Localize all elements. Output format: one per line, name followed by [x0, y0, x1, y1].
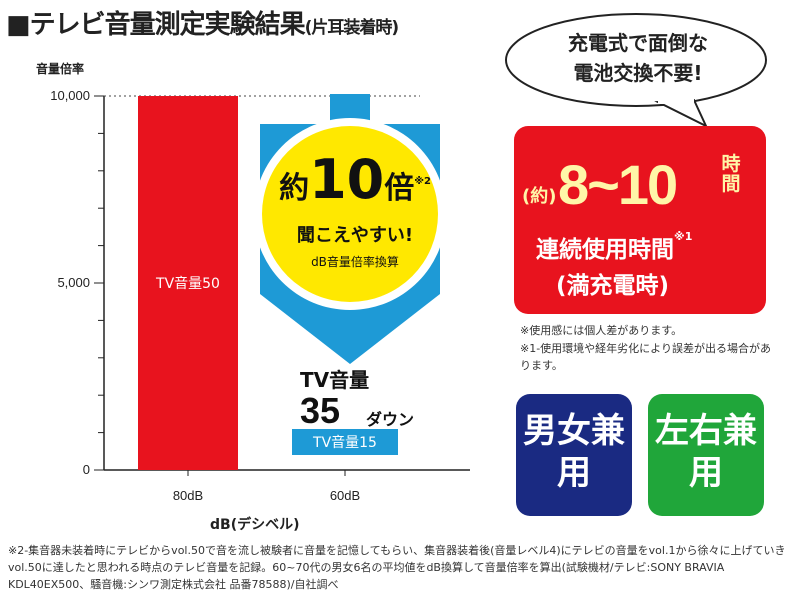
- page-title: ■テレビ音量測定実験結果(片耳装着時): [6, 4, 400, 41]
- down-label: TV音量: [300, 368, 370, 392]
- title-main: ■テレビ音量測定実験結果: [6, 10, 306, 40]
- battery-continuous: 連続使用時間※1: [536, 230, 692, 264]
- bar-label-80db: TV音量50: [155, 275, 220, 292]
- y-tick-label: 10,000: [50, 88, 90, 103]
- circle-sup: ※2: [414, 176, 431, 187]
- circle-multiplier: 約10倍※2: [255, 150, 455, 219]
- bar-label-60db: TV音量15: [312, 434, 377, 451]
- speech-line1: 充電式で面倒な: [568, 31, 708, 55]
- x-tick-label: 80dB: [173, 488, 203, 500]
- circle-post: 倍: [384, 171, 415, 206]
- circle-line3: dB音量倍率換算: [311, 255, 399, 269]
- title-sub: (片耳装着時): [304, 18, 400, 38]
- speech-tail-mask: [658, 96, 694, 104]
- circle-number: 10: [309, 148, 385, 211]
- bar-60db: [292, 429, 398, 455]
- speech-text: 充電式で面倒な 電池交換不要!: [518, 28, 758, 88]
- battery-approx: (約): [522, 186, 557, 207]
- down-word: ダウン: [366, 410, 415, 429]
- down-number: 35: [300, 390, 341, 431]
- yellow-circle: [262, 126, 438, 302]
- x-tick-label: 60dB: [330, 488, 360, 500]
- badge-both-ears: 左右兼用: [648, 394, 764, 516]
- note-1: ※使用感には個人差があります。: [520, 324, 683, 337]
- battery-hours-unit: 時間: [721, 153, 741, 195]
- speech-ellipse: [505, 13, 767, 107]
- y-tick-label: 5,000: [57, 275, 90, 290]
- y-axis-label: 音量倍率: [36, 62, 85, 76]
- bar-chart: 0 5,000 10,000 TV音量50 TV音量15 80dB 60dB: [50, 88, 470, 500]
- badge-unisex: 男女兼用: [516, 394, 632, 516]
- battery-continuous-sup: ※1: [674, 230, 693, 243]
- circle-line2: 聞こえやすい!: [296, 225, 414, 246]
- circle-pre: 約: [279, 171, 310, 206]
- y-tick-label: 0: [83, 462, 90, 477]
- battery-continuous-text: 連続使用時間: [536, 237, 674, 263]
- circle-text: 約10倍※2 聞こえやすい! dB音量倍率換算: [255, 150, 455, 270]
- speech-line2: 電池交換不要!: [573, 61, 703, 85]
- note-2: ※1-使用環境や経年劣化により誤差が出る場合があります。: [520, 342, 771, 372]
- battery-full-charge: (満充電時): [556, 273, 670, 299]
- x-axis-label: dB(デシベル): [210, 517, 300, 533]
- down-arrow-graphic: [254, 94, 446, 364]
- footnote: ※2-集音器未装着時にテレビからvol.50で音を流し被験者に音量を記憶してもら…: [8, 544, 786, 591]
- battery-box: (約) 8~10 時間 連続使用時間※1 (満充電時): [514, 126, 766, 314]
- battery-hours: 8~10: [558, 153, 678, 216]
- speech-bubble: 充電式で面倒な 電池交換不要!: [505, 13, 767, 129]
- bar-80db: [138, 96, 238, 470]
